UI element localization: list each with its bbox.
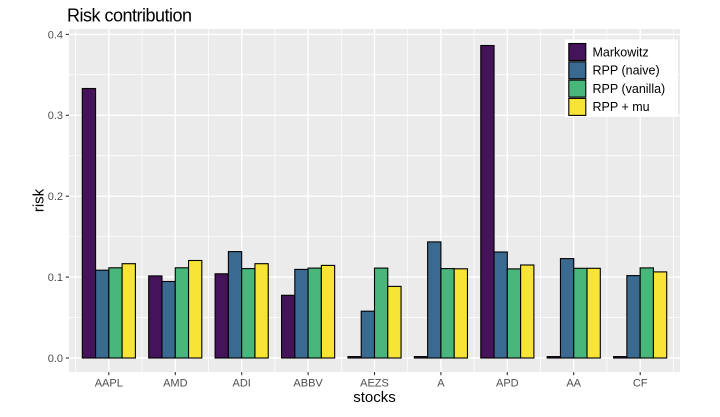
svg-text:A: A	[437, 378, 445, 390]
svg-text:RPP (vanilla): RPP (vanilla)	[593, 82, 666, 96]
svg-text:stocks: stocks	[353, 389, 396, 406]
svg-text:APD: APD	[496, 378, 519, 390]
svg-text:0.0: 0.0	[48, 353, 63, 365]
svg-text:AA: AA	[566, 378, 581, 390]
svg-text:AMD: AMD	[163, 378, 188, 390]
svg-text:ABBV: ABBV	[293, 378, 323, 390]
svg-text:Markowitz: Markowitz	[593, 45, 649, 59]
svg-text:0.2: 0.2	[48, 191, 63, 203]
svg-text:RPP + mu: RPP + mu	[593, 100, 650, 114]
svg-text:CF: CF	[633, 378, 648, 390]
svg-text:AEZS: AEZS	[360, 378, 389, 390]
svg-text:0.3: 0.3	[48, 110, 63, 122]
svg-text:risk: risk	[31, 188, 48, 212]
svg-text:Risk contribution: Risk contribution	[67, 6, 192, 26]
svg-text:0.4: 0.4	[48, 29, 63, 41]
svg-text:0.1: 0.1	[48, 272, 63, 284]
svg-text:ADI: ADI	[233, 378, 251, 390]
svg-text:AAPL: AAPL	[95, 378, 123, 390]
svg-text:RPP (naive): RPP (naive)	[593, 64, 660, 78]
